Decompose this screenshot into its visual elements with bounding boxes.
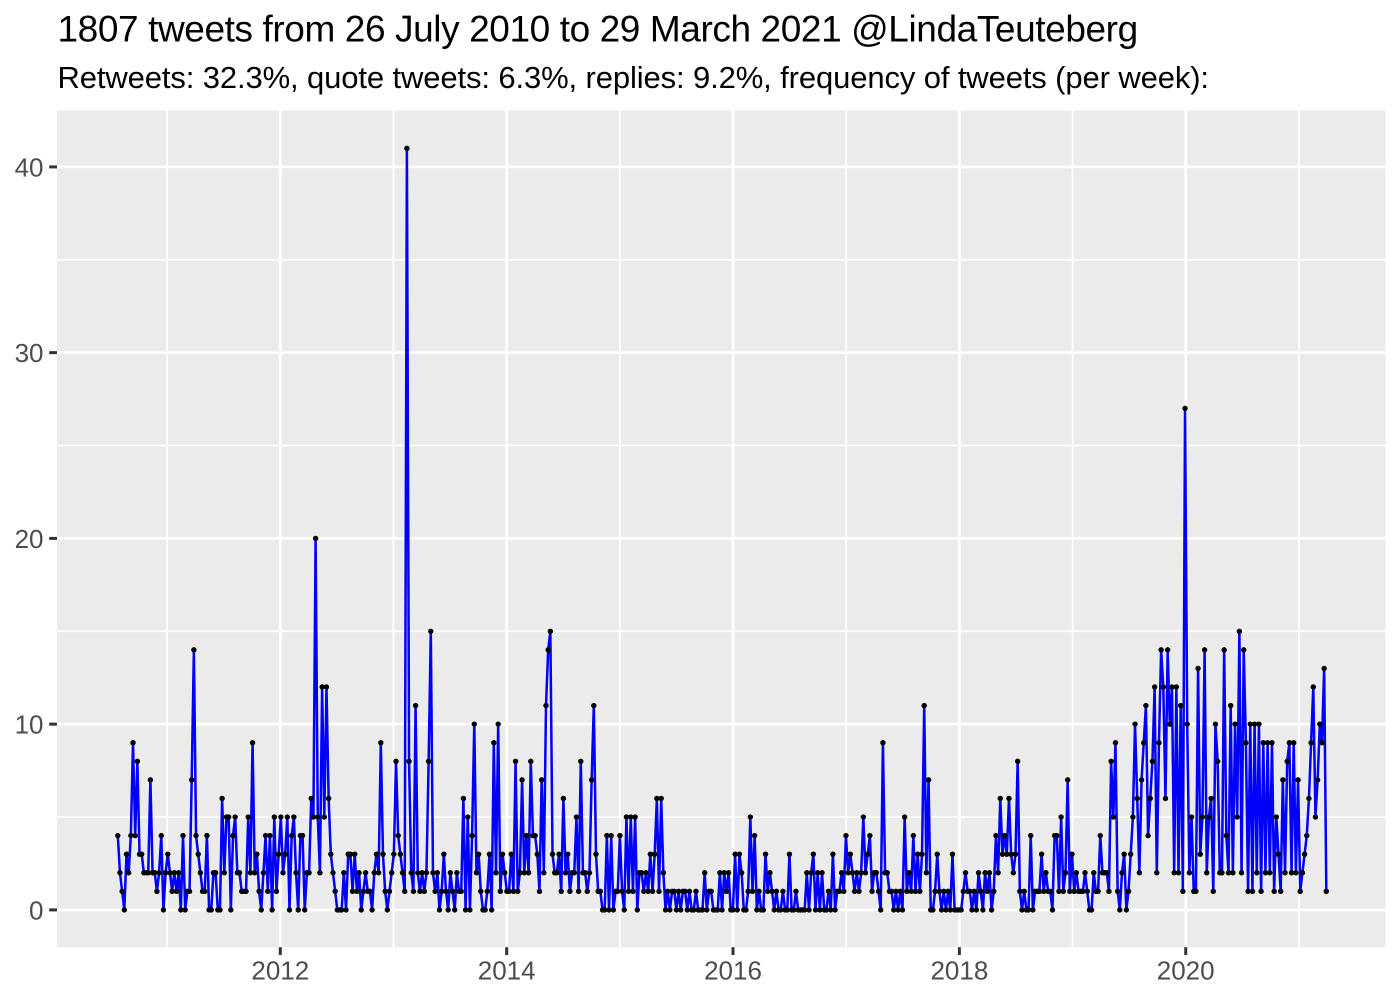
svg-text:1807 tweets from 26 July 2010: 1807 tweets from 26 July 2010 to 29 Marc… <box>58 9 1138 50</box>
svg-text:2012: 2012 <box>251 956 309 986</box>
svg-text:2014: 2014 <box>478 956 536 986</box>
svg-text:10: 10 <box>15 710 44 740</box>
svg-text:2018: 2018 <box>930 956 988 986</box>
svg-text:2016: 2016 <box>704 956 762 986</box>
svg-text:40: 40 <box>15 152 44 182</box>
svg-text:20: 20 <box>15 524 44 554</box>
svg-text:Retweets: 32.3%, quote tweets:: Retweets: 32.3%, quote tweets: 6.3%, rep… <box>58 60 1209 95</box>
svg-text:2020: 2020 <box>1157 956 1215 986</box>
svg-text:0: 0 <box>29 895 43 925</box>
svg-text:30: 30 <box>15 338 44 368</box>
